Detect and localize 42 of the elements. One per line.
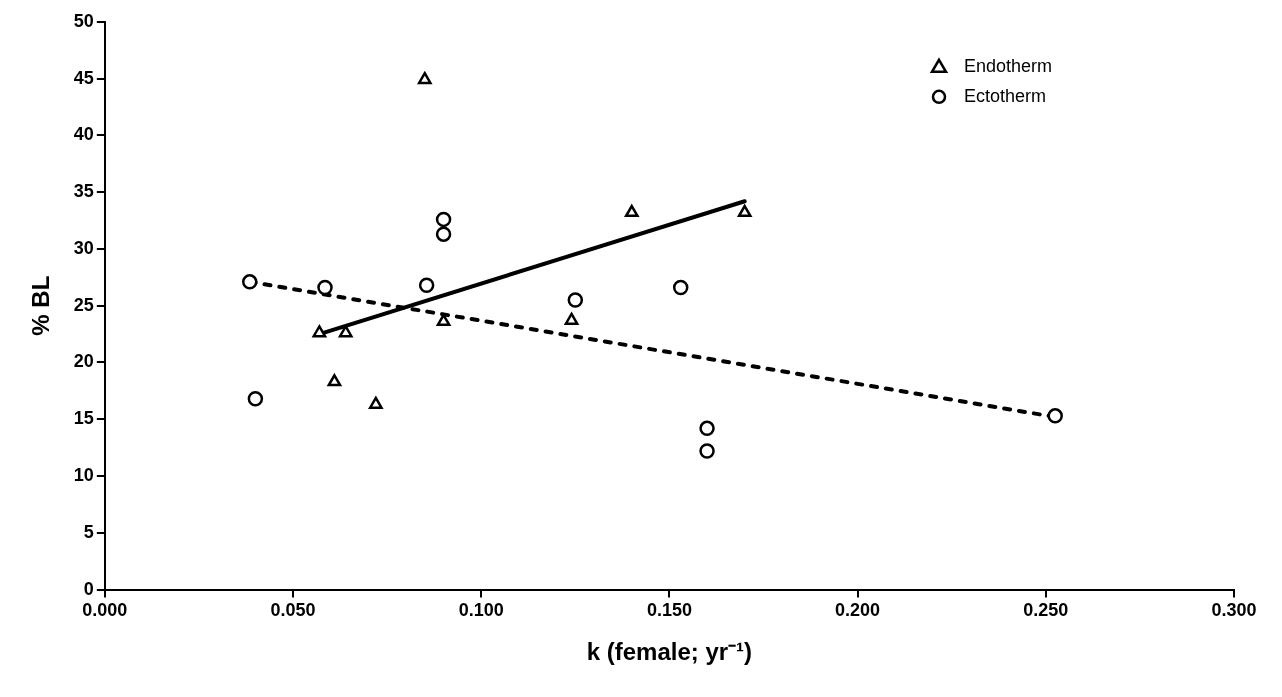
x-tick-label: 0.100 — [458, 600, 504, 621]
point — [672, 279, 689, 296]
x-tick-label: 0.300 — [1211, 600, 1257, 621]
legend-label: Ectotherm — [964, 85, 1047, 106]
y-tick-label: 25 — [73, 294, 94, 315]
y-tick-label: 15 — [73, 408, 94, 429]
point — [327, 374, 342, 387]
x-tick-label: 0.150 — [646, 600, 692, 621]
y-tick-label: 45 — [73, 67, 94, 88]
x-axis-title: k (female; yr⁻¹) — [586, 638, 753, 666]
point — [368, 396, 383, 409]
y-axis-title: % BL — [27, 275, 55, 336]
y-tick-label: 35 — [73, 181, 94, 202]
y-tick-label: 40 — [73, 124, 94, 145]
point — [338, 325, 353, 338]
x-tick-label: 0.000 — [82, 600, 128, 621]
point — [312, 325, 327, 338]
point — [624, 204, 639, 218]
y-tick-label: 0 — [83, 578, 94, 599]
point — [435, 211, 452, 228]
legend-label: Endotherm — [964, 55, 1053, 76]
point — [737, 204, 752, 218]
x-tick-label: 0.200 — [835, 600, 881, 621]
point — [567, 292, 584, 308]
x-tick-label: 0.250 — [1023, 600, 1069, 621]
point — [241, 274, 258, 290]
point — [564, 312, 579, 325]
point — [317, 279, 333, 296]
point — [247, 391, 264, 407]
point — [699, 420, 715, 437]
y-tick-label: 5 — [83, 521, 94, 542]
y-tick-label: 30 — [73, 237, 94, 258]
y-tick-label: 20 — [73, 351, 94, 372]
y-tick-label: 50 — [73, 10, 94, 31]
point — [418, 277, 435, 294]
y-tick-label: 10 — [73, 465, 94, 486]
point — [435, 226, 452, 242]
point — [699, 443, 715, 459]
point — [436, 313, 451, 327]
point — [1047, 408, 1063, 424]
point — [417, 71, 432, 85]
x-tick-label: 0.050 — [270, 600, 316, 621]
